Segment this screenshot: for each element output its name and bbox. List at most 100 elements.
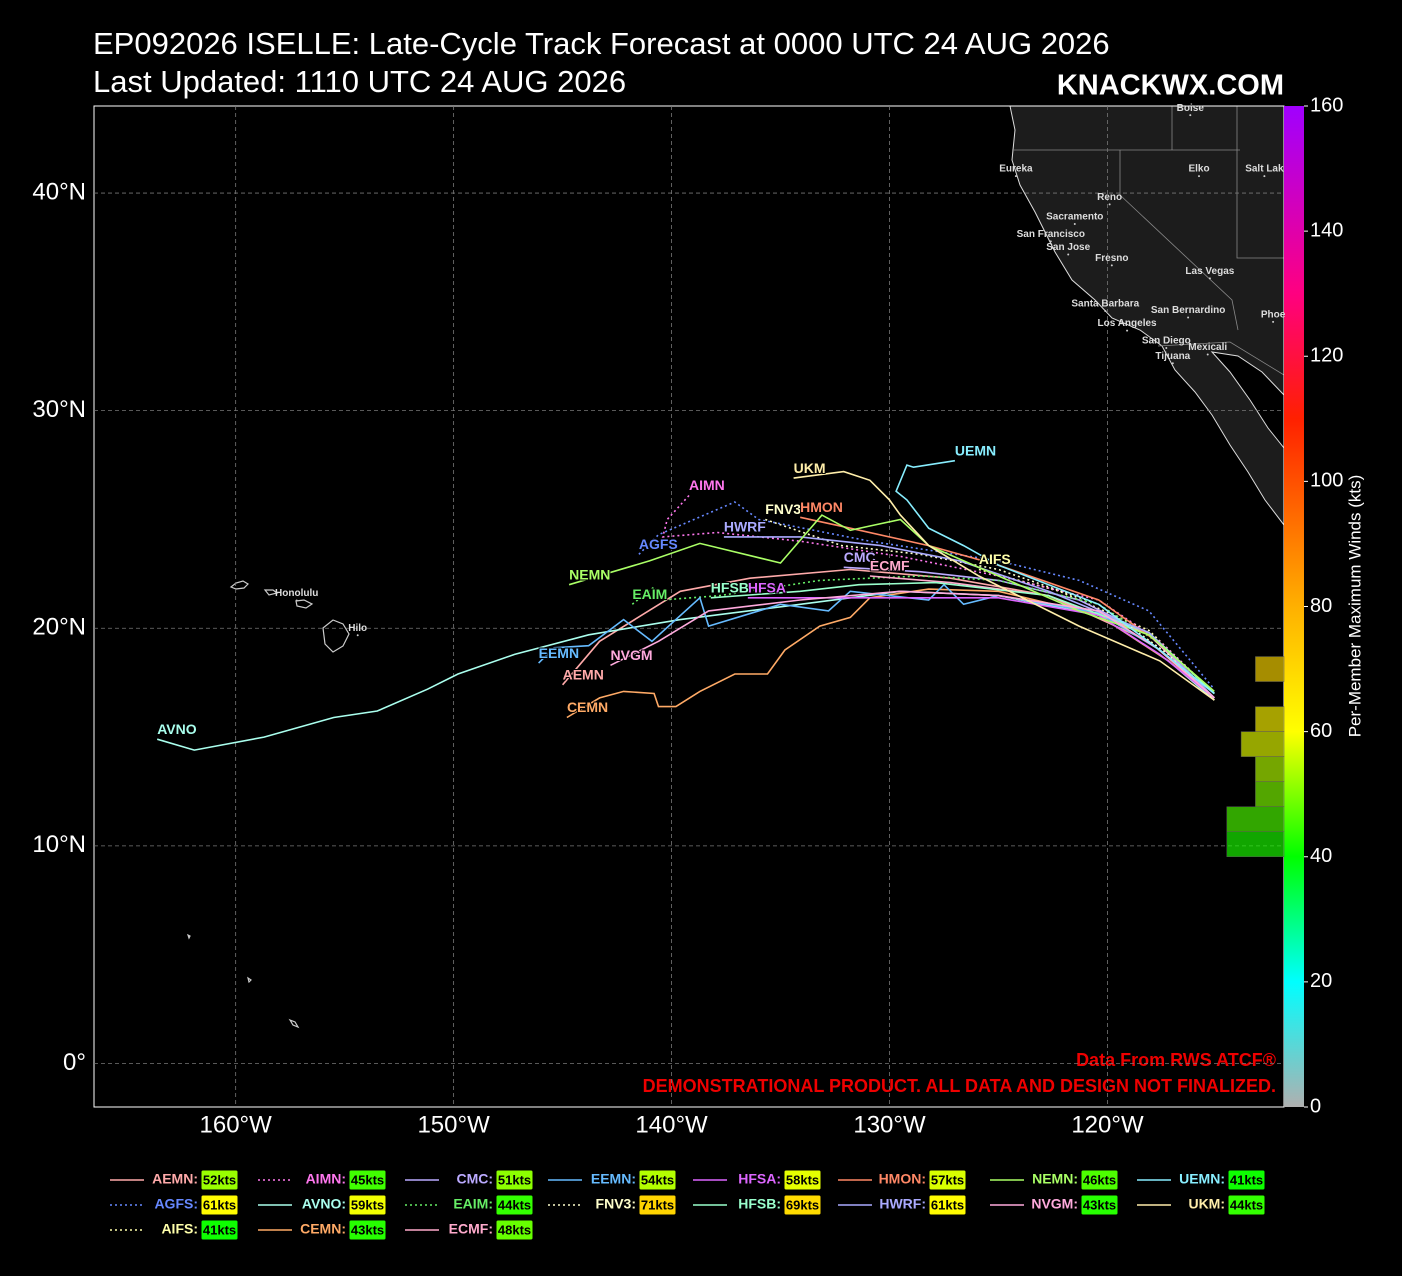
city-label: Santa Barbara — [1071, 299, 1139, 310]
track-line — [723, 536, 1215, 699]
wind-label: 46kts — [1083, 1172, 1116, 1187]
x-tick-label: 120°W — [1071, 1111, 1144, 1138]
border — [1119, 150, 1239, 331]
colorbar-tick-label: 140 — [1310, 219, 1343, 241]
track-label: CMC — [844, 549, 876, 565]
track-line — [568, 514, 1215, 693]
wind-label: 71kts — [641, 1197, 674, 1212]
track-label: ECMF — [870, 558, 910, 574]
land — [1009, 106, 1284, 526]
wind-label: 54kts — [641, 1172, 674, 1187]
track-line — [793, 470, 1215, 701]
track-line — [895, 459, 1215, 695]
brand: KNACKWX.COM — [1057, 70, 1284, 102]
chart-subtitle: Last Updated: 1110 UTC 24 AUG 2026 — [93, 64, 626, 99]
legend-label: ECMF: — [449, 1221, 493, 1237]
city-dot — [1049, 240, 1052, 243]
track-line — [610, 590, 1215, 699]
gulf — [1210, 351, 1284, 449]
legend-label: CEMN: — [300, 1221, 346, 1237]
wind-label: 41kts — [1230, 1172, 1263, 1187]
source-note: Data From RWS ATCF® — [1076, 1050, 1276, 1070]
wind-badge — [348, 1194, 387, 1216]
wind-badge — [1080, 1169, 1119, 1191]
track-label: FNV3 — [765, 501, 801, 517]
legend-label: AIMN: — [306, 1171, 346, 1187]
city-dot — [1165, 347, 1168, 350]
histogram-bar — [1255, 781, 1285, 807]
legend-label: AVNO: — [302, 1196, 346, 1212]
y-tick-label: 40°N — [32, 178, 86, 205]
colorbar-tick-label: 60 — [1310, 720, 1332, 742]
colorbar-tick-label: 160 — [1310, 94, 1343, 116]
track-line — [566, 588, 1215, 719]
city-label: Salt Lak — [1245, 164, 1284, 175]
chart-title: EP092026 ISELLE: Late-Cycle Track Foreca… — [93, 26, 1110, 61]
track-label: HFSA — [748, 579, 786, 595]
city-dot — [1108, 203, 1111, 206]
legend-label: HFSB: — [738, 1196, 781, 1212]
wind-label: 69kts — [786, 1197, 819, 1212]
wind-badge — [1080, 1194, 1119, 1216]
city-label: Los Angeles — [1098, 318, 1158, 329]
track-label: AEMN — [563, 667, 604, 683]
legend-label: AGFS: — [154, 1196, 198, 1212]
histogram-bar — [1226, 831, 1285, 857]
city-label: Eureka — [999, 164, 1033, 175]
city-dot — [1189, 114, 1192, 117]
track-label: AIFS — [979, 551, 1011, 567]
track-label: AGFS — [639, 536, 678, 552]
track-label: UKM — [794, 460, 826, 476]
track-label: NEMN — [569, 566, 610, 582]
y-tick-label: 0° — [63, 1049, 86, 1076]
wind-label: 44kts — [498, 1197, 531, 1212]
city-dot — [1104, 310, 1107, 313]
city-label: Mexicali — [1188, 342, 1227, 353]
wind-badge — [200, 1194, 239, 1216]
track-label: CEMN — [567, 699, 608, 715]
wind-label: 58kts — [786, 1172, 819, 1187]
city-dot — [356, 634, 359, 637]
track-label: AVNO — [157, 721, 197, 737]
colorbar-tick-label: 20 — [1310, 970, 1332, 992]
city-label: San Bernardino — [1151, 305, 1225, 316]
wind-label: 41kts — [203, 1222, 236, 1237]
wind-label: 61kts — [931, 1197, 964, 1212]
wind-badge — [928, 1169, 967, 1191]
city-label: Tijuana — [1155, 351, 1190, 362]
track-label: EAIM — [632, 586, 667, 602]
city-dot — [1272, 320, 1275, 323]
city-label: Hilo — [348, 623, 367, 634]
colorbar-tick-label: 120 — [1310, 345, 1343, 367]
wind-badge — [200, 1219, 239, 1241]
city-dot — [1014, 175, 1017, 178]
wind-badge — [783, 1194, 822, 1216]
legend-label: EAIM: — [453, 1196, 493, 1212]
city-label: Fresno — [1095, 253, 1128, 264]
city-dot — [1110, 264, 1113, 267]
colorbar-tick-label: 40 — [1310, 845, 1332, 867]
track-line — [638, 501, 1215, 690]
legend-label: UEMN: — [1179, 1171, 1225, 1187]
track-label: HMON — [800, 499, 843, 515]
wind-badge — [495, 1219, 534, 1241]
city-dot — [1171, 362, 1174, 365]
histogram-bar — [1255, 706, 1285, 732]
histogram-bar — [1255, 656, 1285, 682]
track-label: HFSB — [711, 579, 749, 595]
wind-label: 43kts — [351, 1222, 384, 1237]
legend-label: FNV3: — [596, 1196, 636, 1212]
city-label: Boise — [1177, 103, 1205, 114]
legend-label: HMON: — [879, 1171, 926, 1187]
wind-badge — [783, 1169, 822, 1191]
city-label: Las Vegas — [1185, 266, 1234, 277]
wind-label: 57kts — [931, 1172, 964, 1187]
wind-badge — [638, 1194, 677, 1216]
land-layer — [186, 106, 1284, 1029]
legend-label: HWRF: — [879, 1196, 926, 1212]
track-label: UEMN — [955, 442, 996, 458]
colorbar-tick-label: 0 — [1310, 1095, 1321, 1117]
legend-label: EEMN: — [591, 1171, 636, 1187]
